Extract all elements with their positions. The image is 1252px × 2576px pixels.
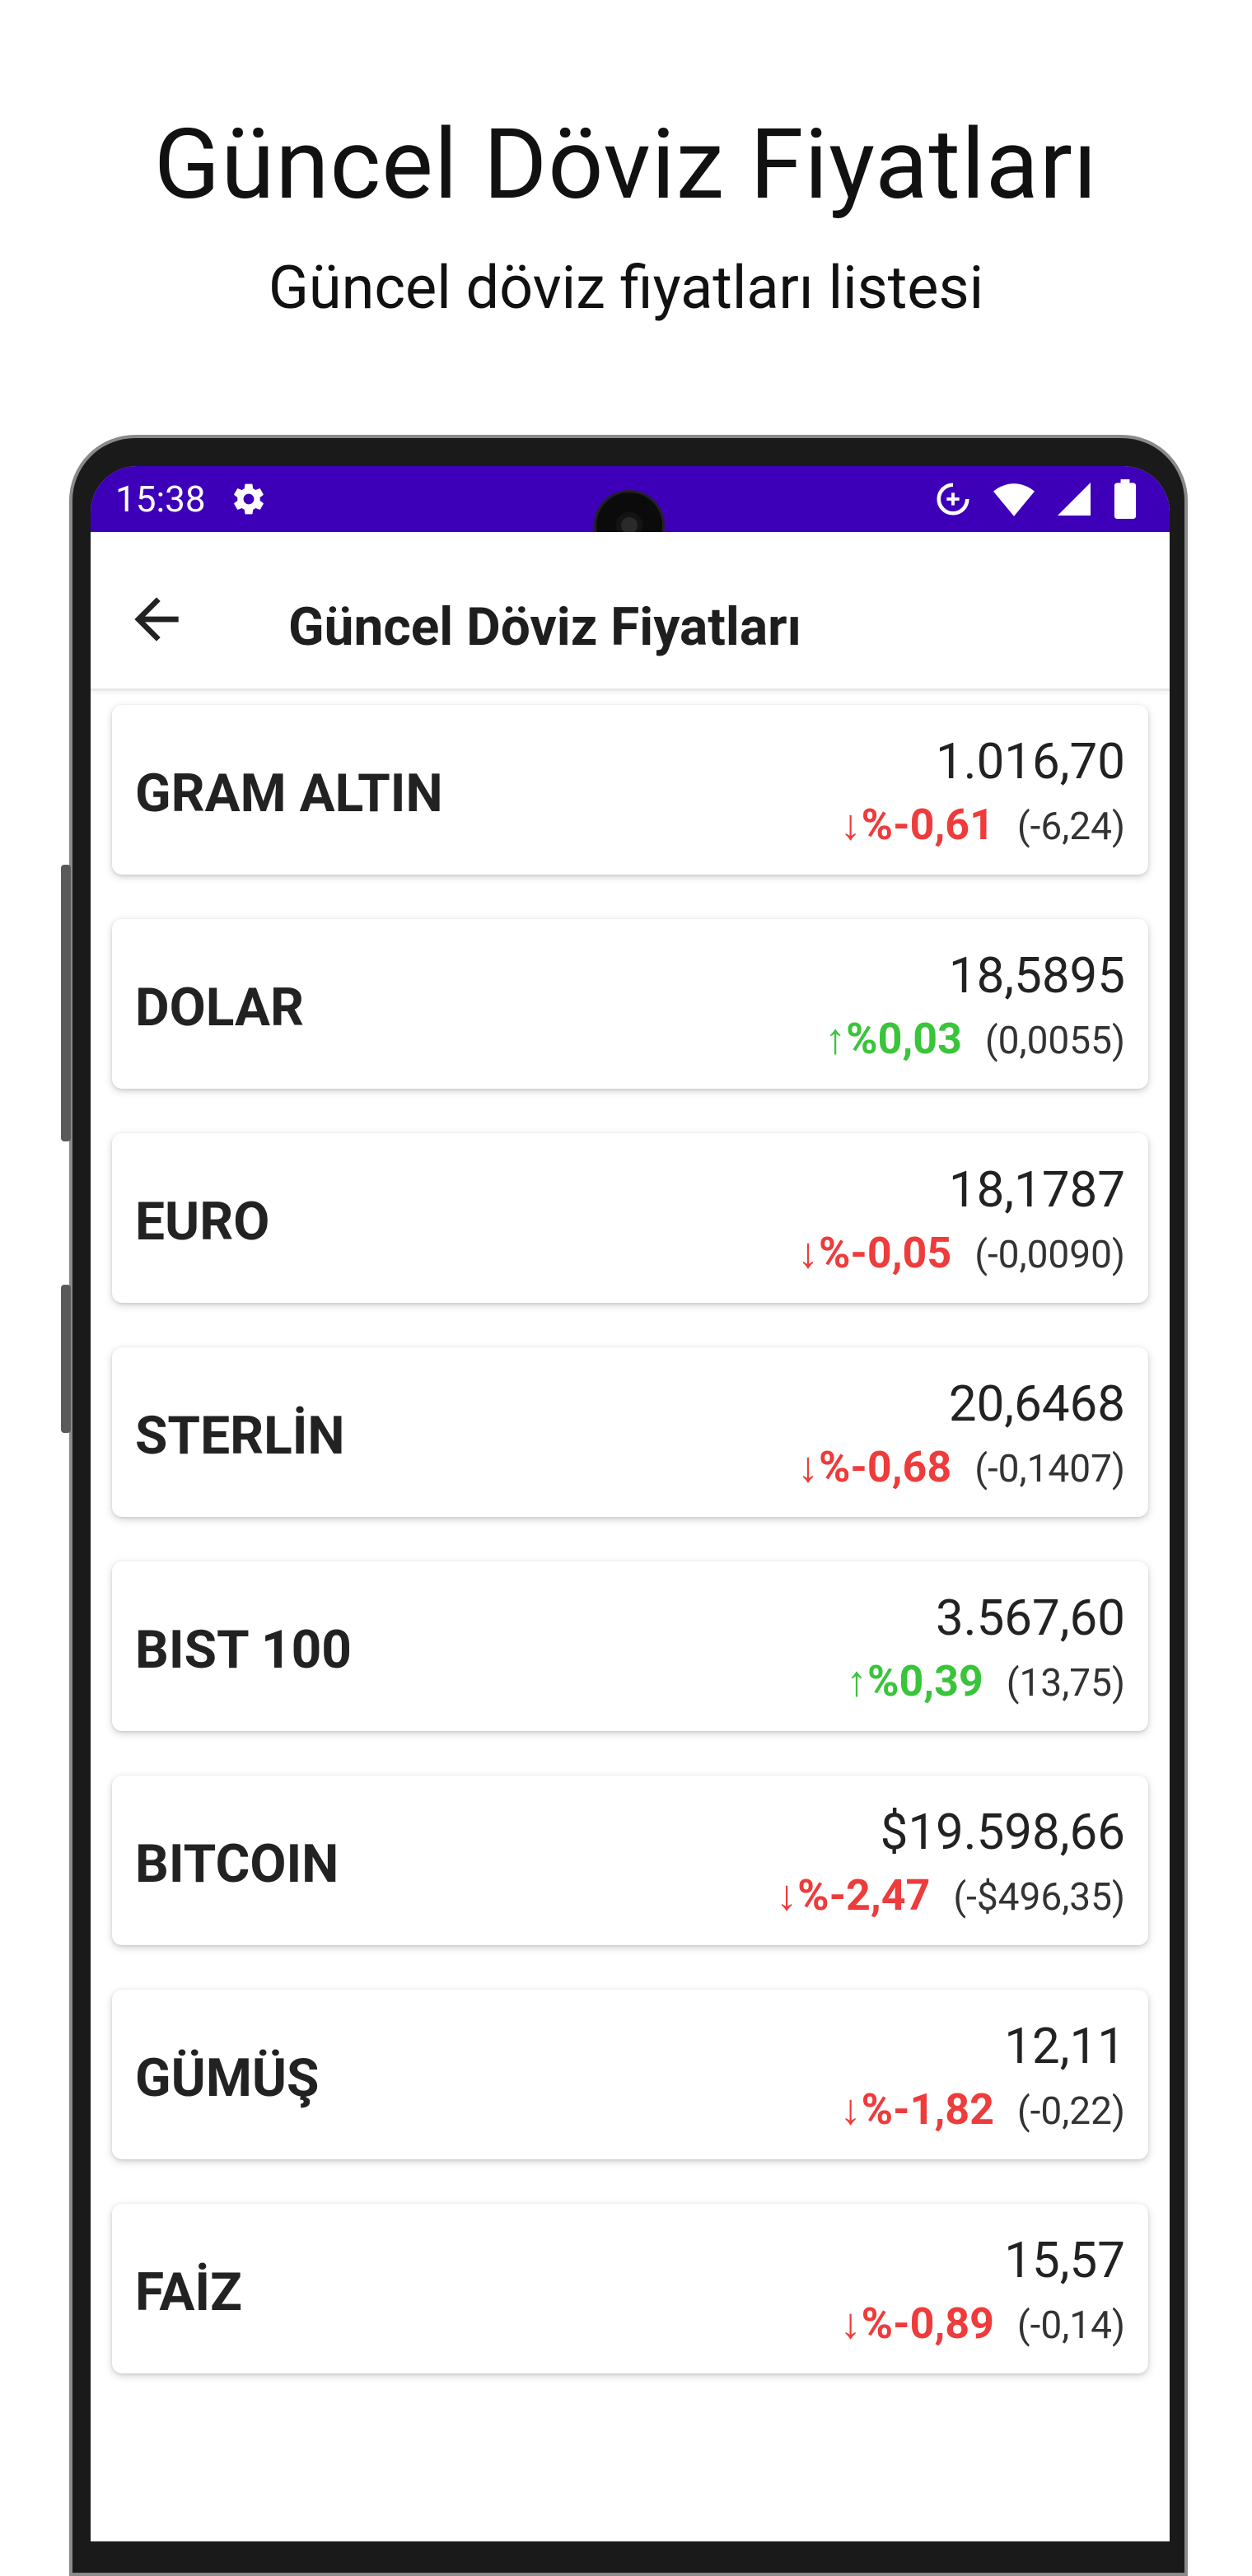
currency-card[interactable]: GRAM ALTIN 1.016,70 ↓%-0,61 (-6,24) bbox=[112, 705, 1148, 875]
currency-price: 20,6468 bbox=[948, 1374, 1125, 1433]
phone-screen: 15:38 Güncel Döviz Fiyatları bbox=[91, 466, 1170, 2541]
change-absolute: (-0,22) bbox=[1016, 2089, 1125, 2134]
phone-side-button bbox=[61, 1285, 71, 1433]
currency-change: ↓%-0,61 (-6,24) bbox=[840, 799, 1125, 852]
currency-price: 3.567,60 bbox=[936, 1589, 1125, 1647]
currency-price: 18,5895 bbox=[948, 946, 1125, 1005]
back-arrow-icon[interactable] bbox=[124, 586, 189, 652]
change-percent: ↓%-0,68 bbox=[797, 1442, 952, 1492]
change-percent: ↑%0,03 bbox=[825, 1014, 962, 1064]
change-percent: ↓%-2,47 bbox=[776, 1870, 931, 1920]
currency-card[interactable]: BIST 100 3.567,60 ↑%0,39 (13,75) bbox=[112, 1561, 1148, 1731]
currency-name: STERLİN bbox=[135, 1405, 345, 1467]
change-percent: ↓%-0,89 bbox=[839, 2298, 994, 2349]
currency-name: GÜMÜŞ bbox=[135, 2047, 320, 2109]
currency-change: ↓%-0,89 (-0,14) bbox=[840, 2298, 1125, 2350]
change-percent: ↓%-0,05 bbox=[797, 1228, 952, 1278]
currency-card[interactable]: EURO 18,1787 ↓%-0,05 (-0,0090) bbox=[112, 1133, 1148, 1303]
battery-icon bbox=[1114, 479, 1137, 519]
change-percent: ↓%-1,82 bbox=[839, 2084, 994, 2135]
currency-price: 18,1787 bbox=[948, 1160, 1125, 1219]
currency-change: ↓%-0,68 (-0,1407) bbox=[797, 1441, 1125, 1494]
currency-name: BITCOIN bbox=[135, 1833, 339, 1895]
currency-card[interactable]: STERLİN 20,6468 ↓%-0,68 (-0,1407) bbox=[112, 1347, 1148, 1517]
currency-change: ↓%-0,05 (-0,0090) bbox=[797, 1227, 1125, 1280]
change-absolute: (13,75) bbox=[1006, 1661, 1125, 1706]
status-icons bbox=[934, 479, 1137, 519]
currency-change: ↓%-2,47 (-$496,35) bbox=[776, 1869, 1125, 1922]
gear-icon bbox=[234, 483, 264, 515]
currency-name: GRAM ALTIN bbox=[135, 763, 443, 824]
wifi-icon bbox=[993, 483, 1035, 516]
currency-card[interactable]: GÜMÜŞ 12,11 ↓%-1,82 (-0,22) bbox=[112, 1990, 1148, 2159]
currency-list: GRAM ALTIN 1.016,70 ↓%-0,61 (-6,24) DOLAR 18,… bbox=[112, 705, 1148, 2418]
app-bar-title: Güncel Döviz Fiyatları bbox=[288, 596, 801, 658]
change-absolute: (-0,0090) bbox=[974, 1233, 1125, 1277]
currency-name: BIST 100 bbox=[135, 1619, 353, 1681]
promo-subtitle: Güncel döviz fiyatları listesi bbox=[268, 253, 984, 323]
currency-change: ↓%-1,82 (-0,22) bbox=[840, 2084, 1125, 2136]
status-time: 15:38 bbox=[115, 478, 206, 520]
currency-price: 1.016,70 bbox=[936, 732, 1125, 791]
change-absolute: (-0,14) bbox=[1016, 2303, 1125, 2348]
signal-icon bbox=[1058, 483, 1091, 516]
currency-card[interactable]: BITCOIN $19.598,66 ↓%-2,47 (-$496,35) bbox=[112, 1776, 1148, 1945]
data-saver-icon bbox=[937, 483, 969, 516]
change-percent: ↑%0,39 bbox=[846, 1656, 983, 1706]
phone-side-button bbox=[61, 865, 71, 1141]
currency-change: ↑%0,03 (0,0055) bbox=[825, 1013, 1125, 1066]
currency-name: DOLAR bbox=[135, 977, 304, 1038]
change-absolute: (-0,1407) bbox=[974, 1447, 1125, 1491]
change-percent: ↓%-0,61 bbox=[839, 800, 994, 850]
change-absolute: (-$496,35) bbox=[953, 1875, 1125, 1920]
currency-card[interactable]: DOLAR 18,5895 ↑%0,03 (0,0055) bbox=[112, 919, 1148, 1089]
promo-title: Güncel Döviz Fiyatları bbox=[153, 108, 1099, 222]
currency-name: EURO bbox=[135, 1191, 270, 1253]
currency-price: $19.598,66 bbox=[880, 1803, 1125, 1861]
currency-name: FAİZ bbox=[135, 2261, 242, 2323]
currency-card[interactable]: FAİZ 15,57 ↓%-0,89 (-0,14) bbox=[112, 2204, 1148, 2373]
change-absolute: (0,0055) bbox=[984, 1019, 1125, 1063]
change-absolute: (-6,24) bbox=[1016, 805, 1125, 849]
app-bar: Güncel Döviz Fiyatları bbox=[91, 532, 1170, 691]
currency-change: ↑%0,39 (13,75) bbox=[846, 1655, 1125, 1708]
currency-price: 12,11 bbox=[1004, 2017, 1125, 2075]
currency-price: 15,57 bbox=[1004, 2231, 1125, 2289]
